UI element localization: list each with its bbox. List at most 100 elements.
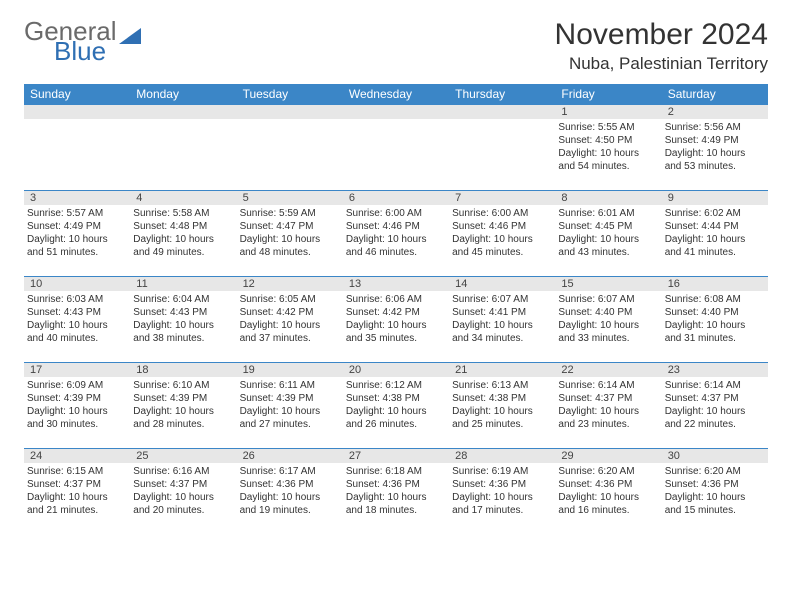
day-number: 10 xyxy=(24,277,130,291)
day-details: Sunrise: 6:09 AMSunset: 4:39 PMDaylight:… xyxy=(24,377,130,433)
day-detail-line: Daylight: 10 hours and 38 minutes. xyxy=(133,319,230,345)
calendar-week-row: 1Sunrise: 5:55 AMSunset: 4:50 PMDaylight… xyxy=(24,105,768,191)
day-details xyxy=(237,119,343,123)
calendar-day-cell: 8Sunrise: 6:01 AMSunset: 4:45 PMDaylight… xyxy=(555,191,661,277)
weekday-header: Thursday xyxy=(449,84,555,105)
calendar-day-cell: 30Sunrise: 6:20 AMSunset: 4:36 PMDayligh… xyxy=(662,449,768,535)
day-detail-line: Sunrise: 6:11 AM xyxy=(240,379,337,392)
day-details: Sunrise: 6:07 AMSunset: 4:40 PMDaylight:… xyxy=(555,291,661,347)
day-number: 28 xyxy=(449,449,555,463)
day-detail-line: Sunrise: 6:01 AM xyxy=(558,207,655,220)
calendar-day-cell: 10Sunrise: 6:03 AMSunset: 4:43 PMDayligh… xyxy=(24,277,130,363)
day-detail-line: Sunset: 4:42 PM xyxy=(346,306,443,319)
calendar-week-row: 17Sunrise: 6:09 AMSunset: 4:39 PMDayligh… xyxy=(24,363,768,449)
day-details: Sunrise: 6:16 AMSunset: 4:37 PMDaylight:… xyxy=(130,463,236,519)
day-details: Sunrise: 6:00 AMSunset: 4:46 PMDaylight:… xyxy=(449,205,555,261)
day-detail-line: Daylight: 10 hours and 28 minutes. xyxy=(133,405,230,431)
calendar-week-row: 10Sunrise: 6:03 AMSunset: 4:43 PMDayligh… xyxy=(24,277,768,363)
day-detail-line: Daylight: 10 hours and 31 minutes. xyxy=(665,319,762,345)
calendar-day-cell: 16Sunrise: 6:08 AMSunset: 4:40 PMDayligh… xyxy=(662,277,768,363)
day-detail-line: Sunset: 4:46 PM xyxy=(452,220,549,233)
day-detail-line: Daylight: 10 hours and 46 minutes. xyxy=(346,233,443,259)
day-detail-line: Sunset: 4:39 PM xyxy=(133,392,230,405)
day-detail-line: Daylight: 10 hours and 30 minutes. xyxy=(27,405,124,431)
day-detail-line: Daylight: 10 hours and 20 minutes. xyxy=(133,491,230,517)
day-detail-line: Sunrise: 6:09 AM xyxy=(27,379,124,392)
day-number: 15 xyxy=(555,277,661,291)
day-detail-line: Sunrise: 5:57 AM xyxy=(27,207,124,220)
day-number: 25 xyxy=(130,449,236,463)
day-detail-line: Sunset: 4:45 PM xyxy=(558,220,655,233)
calendar-day-cell: 20Sunrise: 6:12 AMSunset: 4:38 PMDayligh… xyxy=(343,363,449,449)
day-number: 14 xyxy=(449,277,555,291)
day-number: 3 xyxy=(24,191,130,205)
day-details: Sunrise: 6:18 AMSunset: 4:36 PMDaylight:… xyxy=(343,463,449,519)
day-number: 24 xyxy=(24,449,130,463)
day-details: Sunrise: 6:14 AMSunset: 4:37 PMDaylight:… xyxy=(662,377,768,433)
weekday-header: Friday xyxy=(555,84,661,105)
day-detail-line: Sunset: 4:50 PM xyxy=(558,134,655,147)
weekday-header: Sunday xyxy=(24,84,130,105)
day-details xyxy=(449,119,555,123)
day-detail-line: Sunset: 4:42 PM xyxy=(240,306,337,319)
day-details: Sunrise: 6:05 AMSunset: 4:42 PMDaylight:… xyxy=(237,291,343,347)
day-details xyxy=(343,119,449,123)
calendar-day-cell xyxy=(130,105,236,191)
day-detail-line: Sunset: 4:36 PM xyxy=(240,478,337,491)
day-details: Sunrise: 6:01 AMSunset: 4:45 PMDaylight:… xyxy=(555,205,661,261)
calendar-day-cell: 9Sunrise: 6:02 AMSunset: 4:44 PMDaylight… xyxy=(662,191,768,277)
day-detail-line: Sunrise: 6:07 AM xyxy=(558,293,655,306)
day-number: 27 xyxy=(343,449,449,463)
day-detail-line: Daylight: 10 hours and 21 minutes. xyxy=(27,491,124,517)
day-detail-line: Daylight: 10 hours and 37 minutes. xyxy=(240,319,337,345)
day-detail-line: Sunrise: 5:58 AM xyxy=(133,207,230,220)
calendar-day-cell: 29Sunrise: 6:20 AMSunset: 4:36 PMDayligh… xyxy=(555,449,661,535)
calendar-day-cell: 15Sunrise: 6:07 AMSunset: 4:40 PMDayligh… xyxy=(555,277,661,363)
day-number xyxy=(343,105,449,119)
day-detail-line: Sunrise: 6:06 AM xyxy=(346,293,443,306)
day-detail-line: Daylight: 10 hours and 26 minutes. xyxy=(346,405,443,431)
day-number xyxy=(449,105,555,119)
day-detail-line: Sunrise: 6:02 AM xyxy=(665,207,762,220)
day-details: Sunrise: 6:10 AMSunset: 4:39 PMDaylight:… xyxy=(130,377,236,433)
day-number: 12 xyxy=(237,277,343,291)
day-detail-line: Sunset: 4:49 PM xyxy=(27,220,124,233)
day-detail-line: Sunset: 4:38 PM xyxy=(452,392,549,405)
day-details: Sunrise: 6:17 AMSunset: 4:36 PMDaylight:… xyxy=(237,463,343,519)
day-number: 13 xyxy=(343,277,449,291)
calendar-day-cell: 24Sunrise: 6:15 AMSunset: 4:37 PMDayligh… xyxy=(24,449,130,535)
day-detail-line: Sunset: 4:39 PM xyxy=(240,392,337,405)
day-details xyxy=(24,119,130,123)
day-detail-line: Daylight: 10 hours and 22 minutes. xyxy=(665,405,762,431)
calendar-day-cell: 2Sunrise: 5:56 AMSunset: 4:49 PMDaylight… xyxy=(662,105,768,191)
day-details: Sunrise: 6:00 AMSunset: 4:46 PMDaylight:… xyxy=(343,205,449,261)
day-details: Sunrise: 5:57 AMSunset: 4:49 PMDaylight:… xyxy=(24,205,130,261)
day-detail-line: Daylight: 10 hours and 51 minutes. xyxy=(27,233,124,259)
day-number: 9 xyxy=(662,191,768,205)
day-detail-line: Daylight: 10 hours and 33 minutes. xyxy=(558,319,655,345)
day-detail-line: Daylight: 10 hours and 19 minutes. xyxy=(240,491,337,517)
day-details: Sunrise: 6:03 AMSunset: 4:43 PMDaylight:… xyxy=(24,291,130,347)
day-details: Sunrise: 6:13 AMSunset: 4:38 PMDaylight:… xyxy=(449,377,555,433)
calendar-day-cell: 25Sunrise: 6:16 AMSunset: 4:37 PMDayligh… xyxy=(130,449,236,535)
calendar-day-cell: 18Sunrise: 6:10 AMSunset: 4:39 PMDayligh… xyxy=(130,363,236,449)
calendar-day-cell: 12Sunrise: 6:05 AMSunset: 4:42 PMDayligh… xyxy=(237,277,343,363)
day-detail-line: Daylight: 10 hours and 15 minutes. xyxy=(665,491,762,517)
calendar-week-row: 24Sunrise: 6:15 AMSunset: 4:37 PMDayligh… xyxy=(24,449,768,535)
day-detail-line: Sunset: 4:40 PM xyxy=(558,306,655,319)
day-detail-line: Daylight: 10 hours and 45 minutes. xyxy=(452,233,549,259)
day-detail-line: Daylight: 10 hours and 34 minutes. xyxy=(452,319,549,345)
calendar-day-cell: 14Sunrise: 6:07 AMSunset: 4:41 PMDayligh… xyxy=(449,277,555,363)
brand-logo: General Blue xyxy=(24,18,141,64)
day-detail-line: Daylight: 10 hours and 49 minutes. xyxy=(133,233,230,259)
day-detail-line: Sunrise: 6:15 AM xyxy=(27,465,124,478)
day-detail-line: Sunrise: 6:00 AM xyxy=(452,207,549,220)
day-detail-line: Sunrise: 6:04 AM xyxy=(133,293,230,306)
day-detail-line: Sunrise: 6:05 AM xyxy=(240,293,337,306)
day-detail-line: Sunrise: 5:59 AM xyxy=(240,207,337,220)
day-number xyxy=(24,105,130,119)
day-detail-line: Sunset: 4:46 PM xyxy=(346,220,443,233)
day-detail-line: Sunset: 4:43 PM xyxy=(27,306,124,319)
day-number: 30 xyxy=(662,449,768,463)
day-detail-line: Sunset: 4:40 PM xyxy=(665,306,762,319)
